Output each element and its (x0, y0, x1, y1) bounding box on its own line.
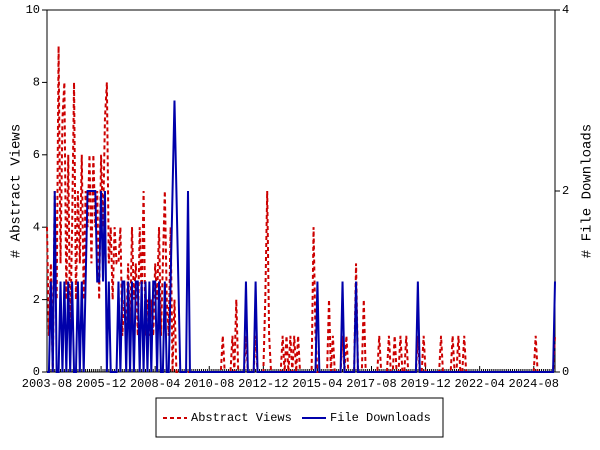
x-tick-label: 2017-08 (346, 377, 396, 391)
y2-tick-label: 0 (562, 365, 569, 379)
x-tick-label: 2012-12 (238, 377, 288, 391)
x-tick-label: 2005-12 (76, 377, 126, 391)
y-tick-label: 6 (33, 148, 40, 162)
y-tick-label: 4 (33, 220, 40, 234)
x-tick-label: 2010-08 (184, 377, 234, 391)
y-tick-label: 2 (33, 293, 40, 307)
y-tick-label: 10 (26, 3, 40, 17)
x-tick-label: 2022-04 (454, 377, 504, 391)
legend-label: File Downloads (330, 411, 431, 425)
y2-tick-label: 2 (562, 184, 569, 198)
x-tick-label: 2024-08 (509, 377, 559, 391)
legend-label: Abstract Views (191, 411, 292, 425)
y-tick-label: 0 (33, 365, 40, 379)
y-axis-label: # Abstract Views (9, 124, 25, 258)
y-tick-label: 8 (33, 76, 40, 90)
x-tick-label: 2015-04 (292, 377, 342, 391)
series-line (47, 100, 556, 373)
x-tick-label: 2003-08 (22, 377, 72, 391)
x-tick-label: 2019-12 (400, 377, 450, 391)
y2-tick-label: 4 (562, 3, 569, 17)
x-tick-label: 2008-04 (130, 377, 180, 391)
legend-box (155, 397, 444, 438)
y2-axis-label: # File Downloads (580, 124, 596, 258)
